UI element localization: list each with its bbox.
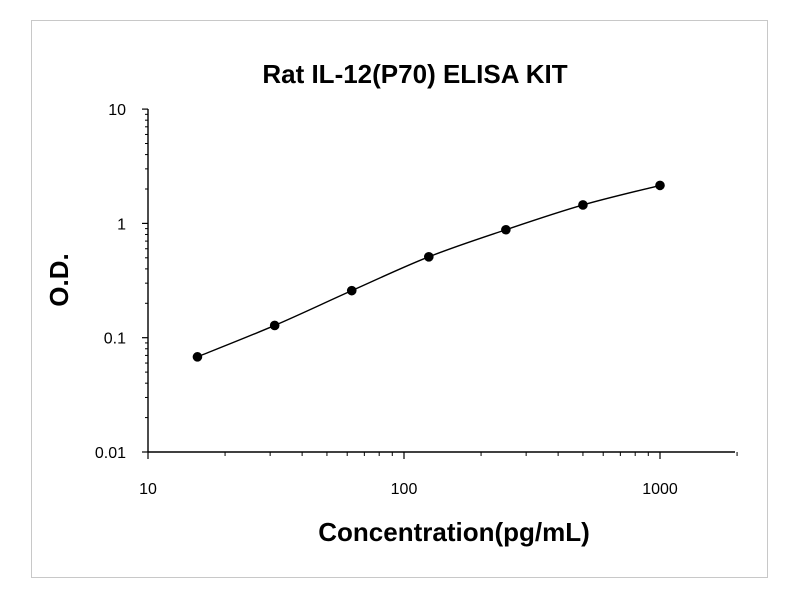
data-point (501, 224, 511, 235)
y-tick-label: 0.1 (104, 331, 126, 348)
y-tick-label: 0.01 (95, 445, 126, 462)
x-tick-label: 1000 (642, 481, 678, 498)
tick-labels: 10 1 0.1 0.01 10 100 1000 (95, 102, 678, 498)
x-tick-label: 10 (139, 481, 157, 498)
ticks (142, 108, 738, 459)
chart-title: Rat IL-12(P70) ELISA KIT (262, 59, 567, 89)
data-point (424, 252, 434, 262)
data-point (578, 200, 588, 210)
data-point (269, 320, 280, 331)
y-tick-label: 10 (108, 102, 126, 119)
chart-frame (31, 20, 768, 578)
y-axis-label: O.D. (44, 253, 74, 306)
series-line (197, 184, 661, 358)
data-point (655, 180, 665, 191)
x-tick-label: 100 (391, 481, 418, 498)
x-axis-label: Concentration(pg/mL) (318, 517, 590, 547)
y-tick-label: 1 (117, 216, 126, 233)
data-point (192, 352, 203, 362)
series-group (192, 180, 665, 362)
axes (147, 109, 735, 453)
data-point (346, 285, 357, 296)
